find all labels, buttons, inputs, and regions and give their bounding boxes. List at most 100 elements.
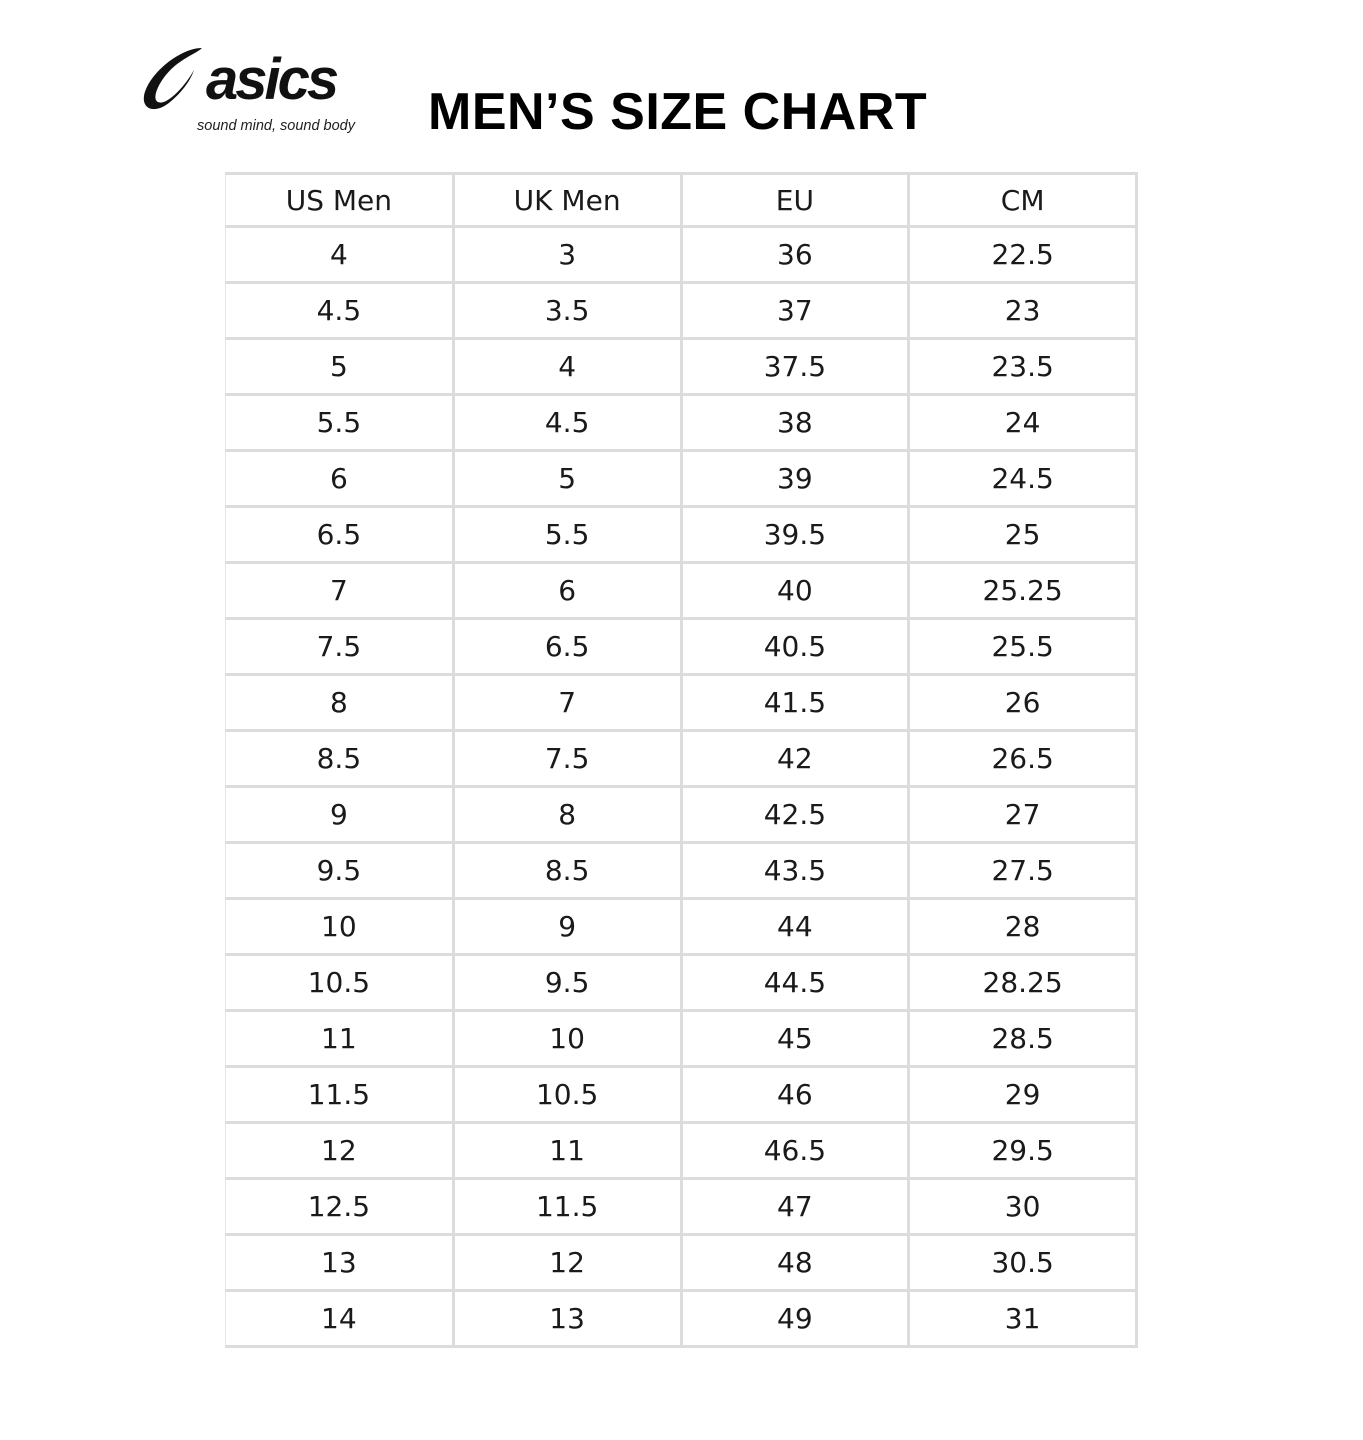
cell-cm: 30 [907,1177,1138,1236]
cell-eu: 44 [679,897,911,956]
table-row: 6 5 39 24.5 [225,449,1138,508]
cell-eu: 41.5 [679,673,911,732]
cell-cm: 25 [907,505,1138,564]
cell-eu: 37.5 [679,337,911,396]
table-row: 5.5 4.5 38 24 [225,393,1138,452]
cell-eu: 49 [679,1289,911,1348]
table-row: 10.5 9.5 44.5 28.25 [225,953,1138,1012]
header-us-men: US Men [225,172,455,228]
cell-us-men: 11 [225,1009,455,1068]
table-row: 9 8 42.5 27 [225,785,1138,844]
cell-cm: 23 [907,281,1138,340]
header-eu: EU [679,172,911,228]
cell-eu: 42 [679,729,911,788]
cell-uk-men: 7.5 [451,729,683,788]
table-row: 11 10 45 28.5 [225,1009,1138,1068]
cell-cm: 27.5 [907,841,1138,900]
cell-us-men: 7.5 [225,617,455,676]
cell-us-men: 12.5 [225,1177,455,1236]
cell-cm: 26 [907,673,1138,732]
cell-us-men: 5.5 [225,393,455,452]
cell-us-men: 9 [225,785,455,844]
cell-eu: 48 [679,1233,911,1292]
cell-eu: 45 [679,1009,911,1068]
cell-uk-men: 11.5 [451,1177,683,1236]
cell-uk-men: 8.5 [451,841,683,900]
asics-logo: asics sound mind, sound body [140,44,380,144]
cell-cm: 28.5 [907,1009,1138,1068]
cell-eu: 40 [679,561,911,620]
cell-us-men: 8 [225,673,455,732]
cell-us-men: 6.5 [225,505,455,564]
cell-uk-men: 12 [451,1233,683,1292]
table-row: 5 4 37.5 23.5 [225,337,1138,396]
cell-cm: 28.25 [907,953,1138,1012]
cell-us-men: 12 [225,1121,455,1180]
table-row: 6.5 5.5 39.5 25 [225,505,1138,564]
cell-uk-men: 11 [451,1121,683,1180]
cell-uk-men: 3.5 [451,281,683,340]
cell-eu: 37 [679,281,911,340]
cell-eu: 46.5 [679,1121,911,1180]
cell-eu: 38 [679,393,911,452]
cell-cm: 31 [907,1289,1138,1348]
cell-us-men: 4 [225,225,455,284]
cell-us-men: 10 [225,897,455,956]
table-row: 7.5 6.5 40.5 25.5 [225,617,1138,676]
cell-uk-men: 6.5 [451,617,683,676]
cell-cm: 26.5 [907,729,1138,788]
table-row: 14 13 49 31 [225,1289,1138,1348]
table-row: 9.5 8.5 43.5 27.5 [225,841,1138,900]
cell-uk-men: 9.5 [451,953,683,1012]
cell-cm: 24 [907,393,1138,452]
cell-eu: 40.5 [679,617,911,676]
cell-cm: 29 [907,1065,1138,1124]
cell-us-men: 6 [225,449,455,508]
cell-us-men: 13 [225,1233,455,1292]
cell-eu: 44.5 [679,953,911,1012]
cell-us-men: 11.5 [225,1065,455,1124]
cell-uk-men: 4.5 [451,393,683,452]
cell-uk-men: 4 [451,337,683,396]
cell-uk-men: 6 [451,561,683,620]
page-title: MEN’S SIZE CHART [428,83,928,141]
cell-eu: 39 [679,449,911,508]
cell-cm: 25.5 [907,617,1138,676]
cell-cm: 30.5 [907,1233,1138,1292]
table-row: 4 3 36 22.5 [225,225,1138,284]
cell-us-men: 9.5 [225,841,455,900]
header-cm: CM [907,172,1138,228]
table-row: 4.5 3.5 37 23 [225,281,1138,340]
cell-us-men: 10.5 [225,953,455,1012]
cell-uk-men: 3 [451,225,683,284]
asics-swoosh-icon [143,48,202,110]
cell-eu: 39.5 [679,505,911,564]
cell-cm: 27 [907,785,1138,844]
cell-uk-men: 9 [451,897,683,956]
size-chart-table: US Men UK Men EU CM 4 3 36 22.5 4.5 3.5 37 23 5 4… [225,172,1138,1348]
cell-cm: 25.25 [907,561,1138,620]
cell-us-men: 4.5 [225,281,455,340]
logo-tagline: sound mind, sound body [197,118,355,134]
cell-eu: 46 [679,1065,911,1124]
cell-us-men: 14 [225,1289,455,1348]
cell-cm: 29.5 [907,1121,1138,1180]
header-uk-men: UK Men [451,172,683,228]
cell-cm: 22.5 [907,225,1138,284]
cell-cm: 28 [907,897,1138,956]
cell-eu: 42.5 [679,785,911,844]
cell-uk-men: 8 [451,785,683,844]
cell-us-men: 8.5 [225,729,455,788]
table-row: 10 9 44 28 [225,897,1138,956]
cell-uk-men: 10.5 [451,1065,683,1124]
cell-uk-men: 10 [451,1009,683,1068]
table-row: 12 11 46.5 29.5 [225,1121,1138,1180]
table-row: 11.5 10.5 46 29 [225,1065,1138,1124]
cell-us-men: 7 [225,561,455,620]
cell-uk-men: 13 [451,1289,683,1348]
cell-uk-men: 5.5 [451,505,683,564]
cell-uk-men: 5 [451,449,683,508]
cell-eu: 47 [679,1177,911,1236]
logo-wordmark: asics [206,47,339,112]
table-row: 8.5 7.5 42 26.5 [225,729,1138,788]
